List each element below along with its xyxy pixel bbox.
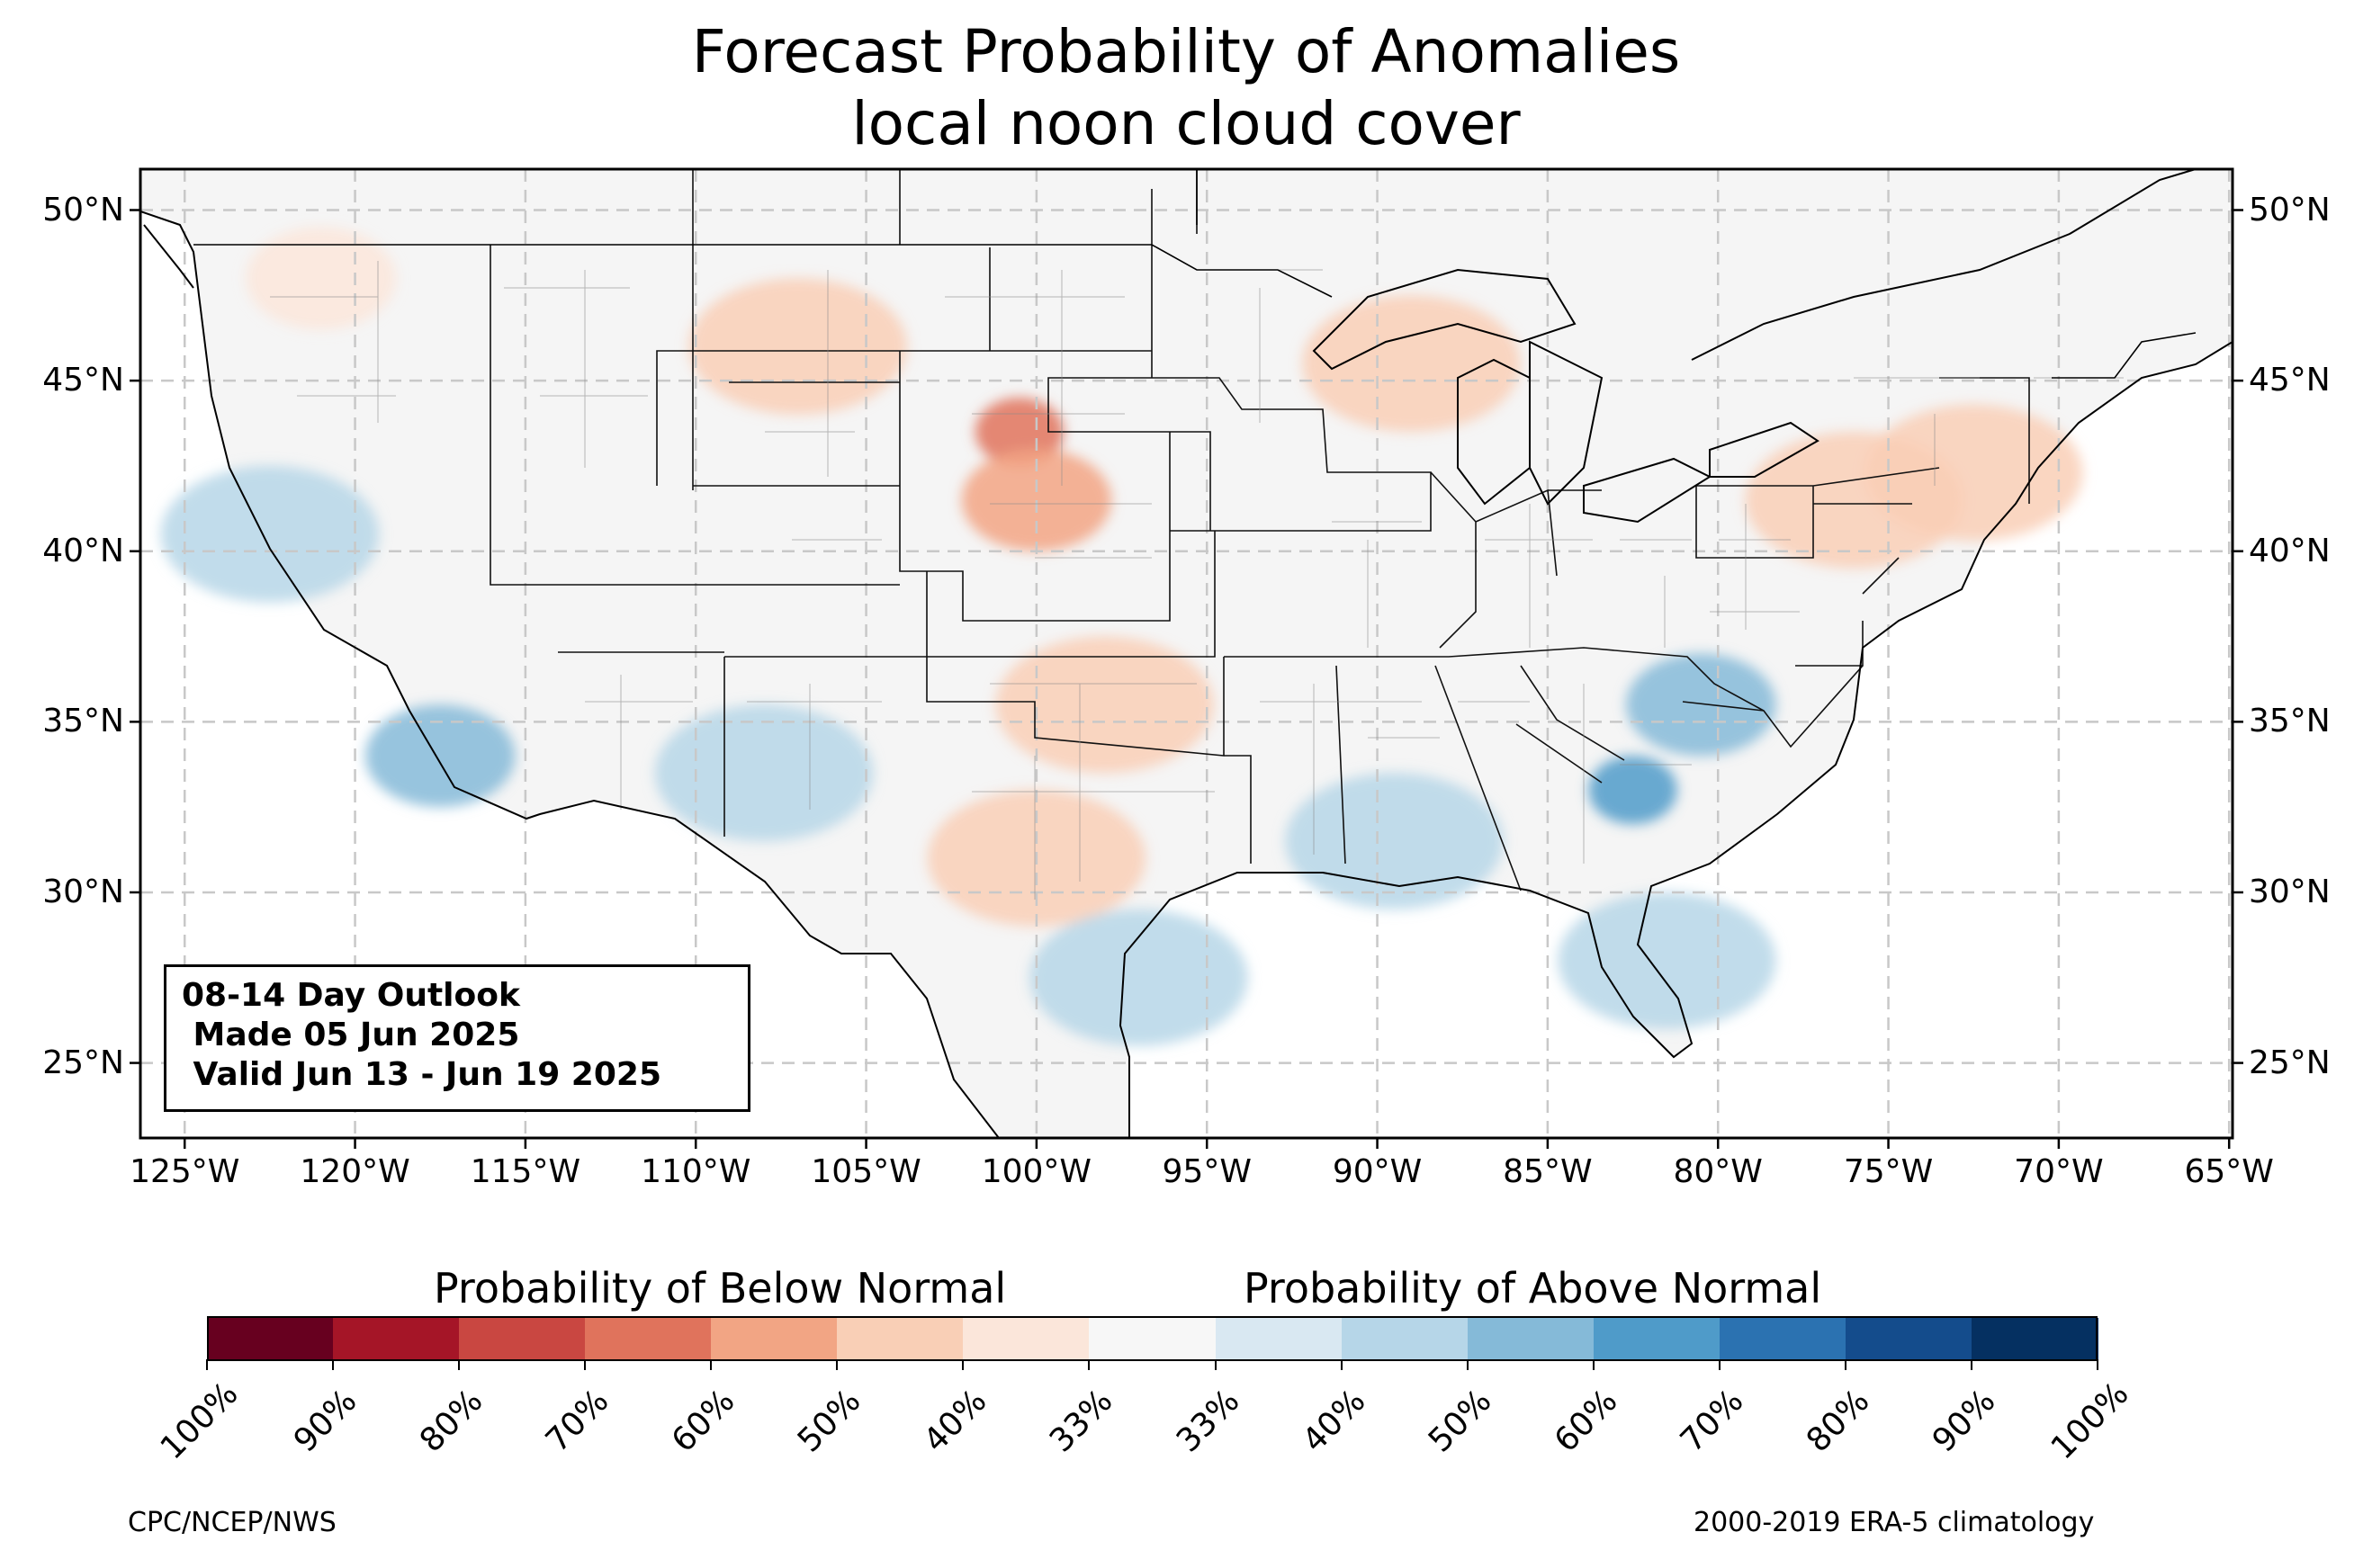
legend-tick: [710, 1359, 713, 1370]
lat-tick-label-right: 25°N: [2249, 1044, 2331, 1081]
outlook-valid-dates: Valid Jun 13 - Jun 19 2025: [182, 1056, 662, 1093]
outlook-made-date: Made 05 Jun 2025: [182, 1017, 520, 1053]
lat-tick-label-left: 50°N: [42, 191, 124, 228]
lat-tick-label-right: 45°N: [2249, 362, 2331, 399]
legend-tick: [1844, 1359, 1846, 1370]
map-title: Forecast Probability of Anomalies: [691, 17, 1681, 86]
anomaly-area: [1864, 404, 2083, 542]
legend-color-swatch: [963, 1318, 1091, 1359]
credit-right: 2000-2019 ERA-5 climatology: [1694, 1507, 2095, 1538]
legend-above-normal-label: Probability of Above Normal: [1244, 1264, 1822, 1313]
outlook-title: 08-14 Day Outlook: [182, 977, 520, 1014]
anomaly-area: [1558, 892, 1776, 1029]
legend-color-swatch: [333, 1318, 461, 1359]
legend-tick: [458, 1359, 461, 1370]
legend-tick: [2097, 1359, 2098, 1370]
legend-color-swatch: [711, 1318, 839, 1359]
legend-color-swatch: [1971, 1318, 2098, 1359]
legend-color-swatch: [1341, 1318, 1469, 1359]
lon-tick-label: 85°W: [1503, 1153, 1593, 1190]
canada-border: [193, 169, 2197, 379]
legend-tick: [1088, 1359, 1091, 1370]
legend-tick: [1340, 1359, 1343, 1370]
anomaly-area: [1029, 909, 1248, 1046]
legend-color-swatch: [459, 1318, 587, 1359]
lon-tick-label: 110°W: [641, 1153, 751, 1190]
lon-tick-label: 75°W: [1843, 1153, 1934, 1190]
anomaly-area: [688, 278, 907, 416]
lon-tick-label: 115°W: [470, 1153, 581, 1190]
lon-tick-label: 105°W: [811, 1153, 921, 1190]
anomaly-area: [1625, 653, 1776, 757]
state-boundaries: [490, 169, 2030, 892]
legend-below-normal-label: Probability of Below Normal: [434, 1264, 1007, 1313]
legend-tick: [1970, 1359, 1972, 1370]
lat-tick-label-left: 45°N: [42, 362, 124, 399]
anomaly-area: [246, 227, 396, 330]
legend-color-swatch: [1845, 1318, 1972, 1359]
legend-tick: [1718, 1359, 1721, 1370]
legend-tick: [962, 1359, 965, 1370]
lon-tick-label: 65°W: [2184, 1153, 2274, 1190]
lon-tick-label: 125°W: [130, 1153, 240, 1190]
lat-tick-label-right: 40°N: [2249, 532, 2331, 569]
lat-tick-label-right: 50°N: [2249, 191, 2331, 228]
legend-tick: [584, 1359, 587, 1370]
legend-tick: [1214, 1359, 1217, 1370]
legend-color-swatch: [1467, 1318, 1595, 1359]
anomaly-area: [1302, 295, 1521, 433]
axis-ticks: [130, 209, 2243, 1149]
anomaly-area: [961, 448, 1112, 551]
anomaly-area: [160, 465, 380, 603]
outlook-info-box: 08-14 Day Outlook Made 05 Jun 2025 Valid…: [164, 964, 750, 1112]
lat-tick-label-left: 40°N: [42, 532, 124, 569]
lon-tick-label: 90°W: [1332, 1153, 1423, 1190]
anomaly-area: [364, 704, 516, 808]
lon-tick-label: 95°W: [1162, 1153, 1252, 1190]
boundaries: [140, 169, 2233, 1138]
map-subtitle: local noon cloud cover: [851, 89, 1521, 158]
legend-tick: [1466, 1359, 1469, 1370]
legend-color-swatch: [1593, 1318, 1721, 1359]
legend-tick: [206, 1359, 208, 1370]
legend-tick: [836, 1359, 839, 1370]
coastline: [140, 169, 2233, 1138]
legend-color-swatch: [585, 1318, 713, 1359]
legend-color-swatch: [207, 1318, 335, 1359]
lon-tick-label: 120°W: [300, 1153, 410, 1190]
lat-tick-label-right: 35°N: [2249, 703, 2331, 740]
legend-colorbar-frame: [207, 1316, 2098, 1361]
lon-tick-label: 80°W: [1673, 1153, 1763, 1190]
lat-tick-label-left: 30°N: [42, 873, 124, 910]
lon-tick-label: 70°W: [2014, 1153, 2104, 1190]
legend-color-swatch: [1719, 1318, 1846, 1359]
legend-color-swatch: [837, 1318, 965, 1359]
legend-color-swatch: [1089, 1318, 1217, 1359]
land-area: [140, 169, 2233, 1138]
anomaly-area: [1588, 756, 1677, 825]
lat-tick-label-left: 25°N: [42, 1044, 124, 1081]
lon-tick-label: 100°W: [981, 1153, 1092, 1190]
anomaly-area: [654, 704, 874, 842]
map-frame: [139, 167, 2234, 1140]
anomaly-area: [1285, 773, 1504, 909]
anomaly-area: [975, 398, 1065, 466]
lat-tick-label-left: 35°N: [42, 703, 124, 740]
legend-tick: [1592, 1359, 1595, 1370]
credit-left: CPC/NCEP/NWS: [128, 1507, 337, 1538]
lat-tick-label-right: 30°N: [2249, 873, 2331, 910]
legend-color-swatch: [1215, 1318, 1343, 1359]
legend-tick: [332, 1359, 335, 1370]
